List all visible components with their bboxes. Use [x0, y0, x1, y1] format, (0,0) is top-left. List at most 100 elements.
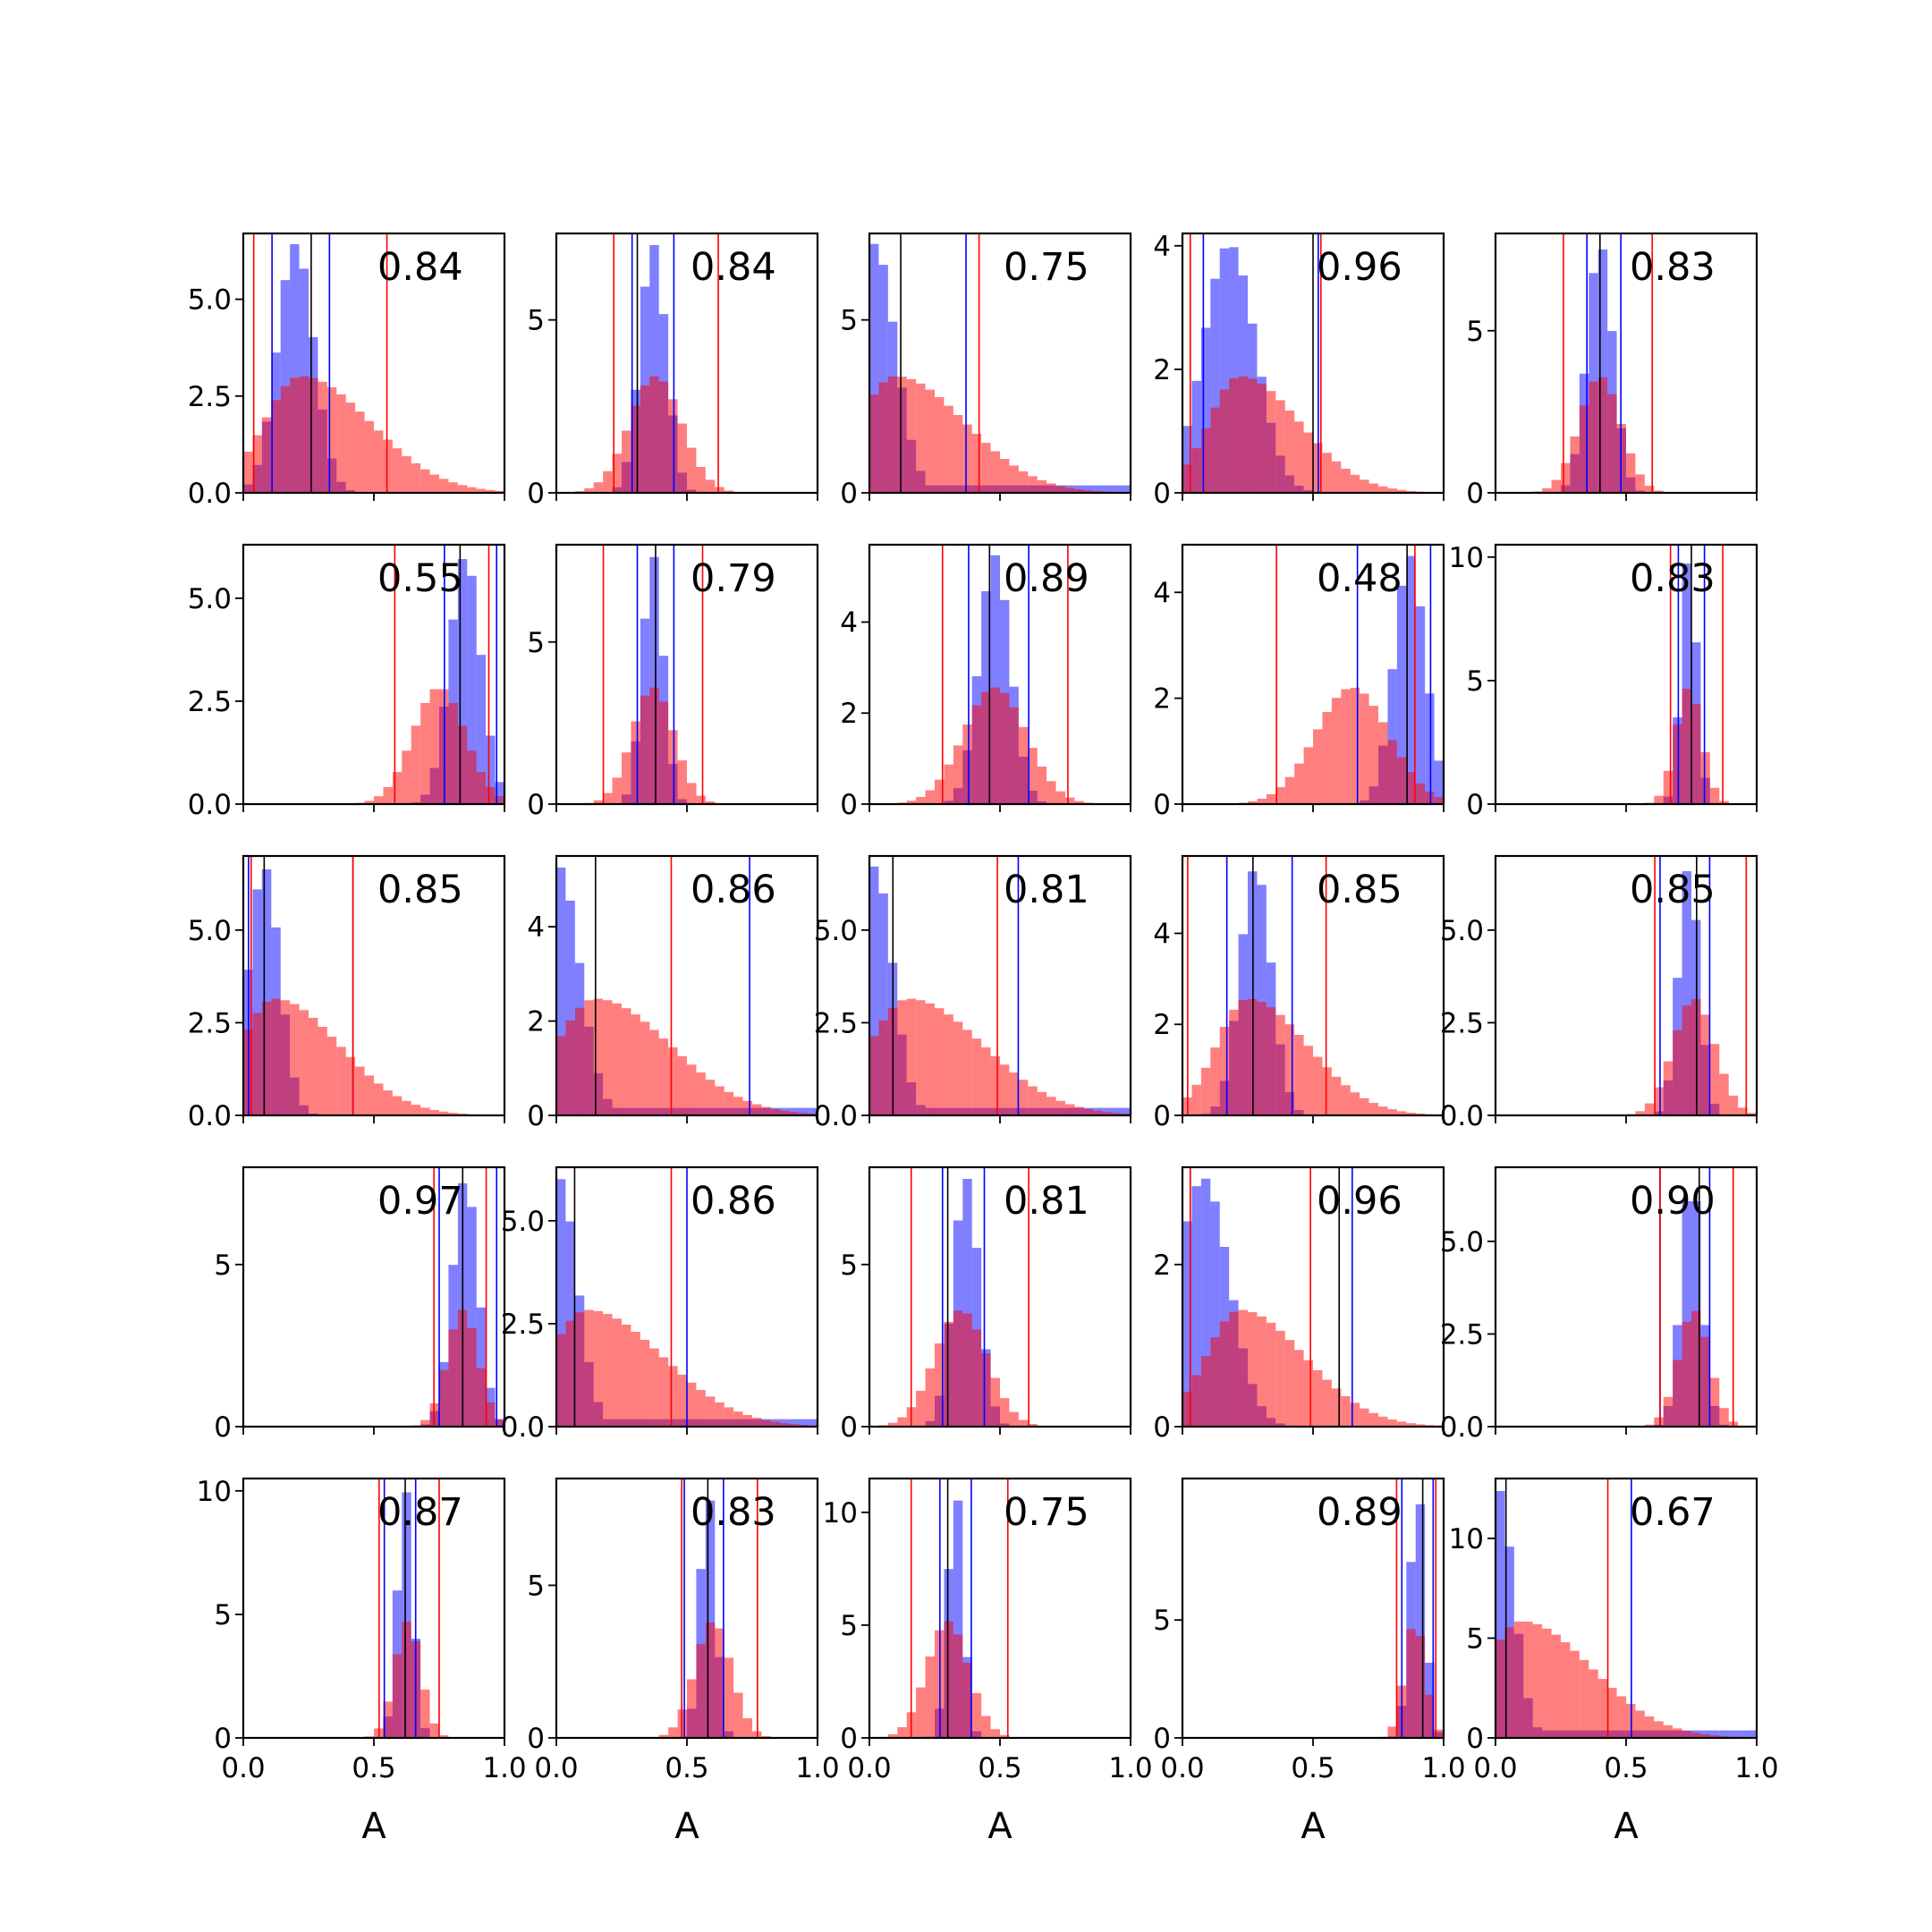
panel-annotation: 0.81 [1004, 1179, 1089, 1224]
blue-hist-bar [1700, 1730, 1710, 1738]
red-hist-bar [402, 1622, 411, 1738]
red-hist-bar [1607, 394, 1617, 493]
panel-annotation: 0.81 [1004, 868, 1089, 912]
red-hist-bar [1009, 1411, 1019, 1427]
red-hist-bar [687, 1382, 697, 1427]
red-hist-bar [1626, 453, 1636, 493]
blue-hist-bar [1257, 885, 1267, 1115]
red-hist-bar [1248, 378, 1258, 493]
y-tick-label: 2.5 [188, 686, 232, 718]
red-histogram [1496, 1621, 1748, 1738]
red-hist-bar [1644, 1716, 1655, 1738]
red-hist-bar [1406, 1112, 1416, 1115]
red-hist-bar [383, 1090, 393, 1115]
red-hist-bar [687, 783, 697, 804]
red-hist-bar [1093, 1110, 1103, 1115]
y-tick-label: 0 [527, 1723, 545, 1755]
red-hist-bar [1294, 421, 1304, 493]
blue-hist-bar [799, 1419, 809, 1427]
red-hist-bar [574, 1007, 585, 1115]
histogram-panel-20: 0.0 2.5 5.0 0.90 [1440, 1165, 1758, 1444]
red-hist-bar [1028, 1424, 1038, 1427]
red-hist-bar [1682, 1731, 1691, 1738]
blue-hist-bar [1093, 485, 1103, 493]
y-tick-label: 0.0 [501, 1411, 545, 1444]
red-hist-bar [1434, 797, 1444, 804]
red-hist-bar [1415, 1424, 1426, 1427]
histogram-panel-19: 020.96 [1153, 1165, 1445, 1444]
red-hist-bar [280, 1000, 291, 1115]
red-hist-bar [1644, 486, 1655, 493]
histogram-panel-10: 0 5 10 0.83 [1449, 542, 1758, 821]
red-hist-bar [761, 1106, 771, 1115]
red-hist-bar [1341, 469, 1351, 493]
blue-hist-bar [556, 867, 566, 1115]
red-hist-bar [724, 1091, 734, 1115]
panel-annotation: 0.96 [1317, 1179, 1402, 1224]
red-hist-bar [1018, 1080, 1029, 1115]
red-hist-bar [1028, 1086, 1038, 1115]
blue-hist-bar [1415, 1504, 1426, 1738]
histogram-panel-8: 0 2 4 0.89 [840, 543, 1132, 821]
red-hist-bar [677, 760, 687, 804]
y-tick-label: 5.0 [501, 1206, 545, 1238]
red-hist-bar [1561, 1642, 1571, 1738]
red-hist-bar [953, 414, 963, 493]
y-tick-label: 5 [1466, 1623, 1484, 1655]
red-hist-bar [990, 1055, 1000, 1115]
blue-hist-bar [990, 555, 1000, 804]
red-hist-bar [1322, 453, 1332, 493]
red-hist-bar [280, 386, 291, 493]
red-hist-bar [603, 470, 613, 493]
y-tick-label: 2.5 [1440, 1007, 1484, 1039]
y-tick-label: 5 [214, 1599, 232, 1631]
histogram-panel-21: 0 5 10 0.0 0.5 1.0 A 0.87 [197, 1476, 527, 1847]
blue-hist-bar [290, 243, 300, 493]
red-hist-bar [640, 1339, 650, 1427]
red-hist-bar [887, 376, 898, 493]
y-tick-label: 0 [527, 1100, 545, 1132]
red-hist-bar [1597, 1679, 1608, 1738]
panel-annotation: 0.89 [1004, 556, 1089, 601]
x-axis-label: A [987, 1806, 1013, 1847]
red-hist-bar [252, 1013, 262, 1115]
panel-annotation: 0.83 [691, 1490, 776, 1535]
red-hist-bar [677, 423, 687, 493]
red-hist-bar [668, 399, 678, 493]
red-hist-bar [1709, 1044, 1720, 1115]
red-hist-bar [1028, 476, 1038, 493]
red-hist-bar [1378, 1416, 1388, 1427]
red-hist-bar [906, 801, 917, 804]
red-hist-bar [1387, 488, 1397, 493]
y-tick-label: 0.0 [1440, 1411, 1484, 1444]
blue-hist-bar [1219, 248, 1230, 493]
red-hist-bar [705, 1080, 716, 1115]
x-tick-label: 0.0 [534, 1752, 578, 1784]
red-hist-bar [318, 1026, 327, 1115]
red-hist-bar [1635, 1111, 1645, 1115]
blue-hist-bar [1682, 870, 1691, 1115]
red-hist-bar [1200, 1356, 1211, 1427]
red-hist-bar [1210, 407, 1220, 493]
red-hist-bar [326, 386, 337, 493]
x-tick-label: 0.0 [221, 1752, 265, 1784]
red-hist-bar [1322, 712, 1332, 804]
panel-annotation: 0.48 [1317, 556, 1402, 601]
blue-hist-bar [1406, 555, 1416, 804]
y-tick-label: 10 [823, 1497, 858, 1530]
red-hist-bar [1238, 1309, 1248, 1427]
red-hist-bar [364, 1075, 374, 1115]
red-hist-bar [486, 787, 496, 804]
histogram-panel-13: 0.0 2.5 5.0 0.81 [814, 854, 1132, 1132]
y-tick-label: 0 [214, 1723, 232, 1755]
red-hist-bar [1551, 479, 1561, 493]
red-hist-bar [584, 487, 594, 493]
blue-hist-bar [878, 893, 888, 1115]
red-hist-bar [1719, 1408, 1729, 1427]
blue-hist-bar [1496, 1490, 1505, 1738]
red-hist-bar [962, 1313, 972, 1427]
red-hist-bar [1425, 1694, 1435, 1738]
red-hist-bar [1415, 1635, 1426, 1738]
red-hist-bar [448, 482, 458, 493]
red-hist-bar [593, 800, 604, 804]
